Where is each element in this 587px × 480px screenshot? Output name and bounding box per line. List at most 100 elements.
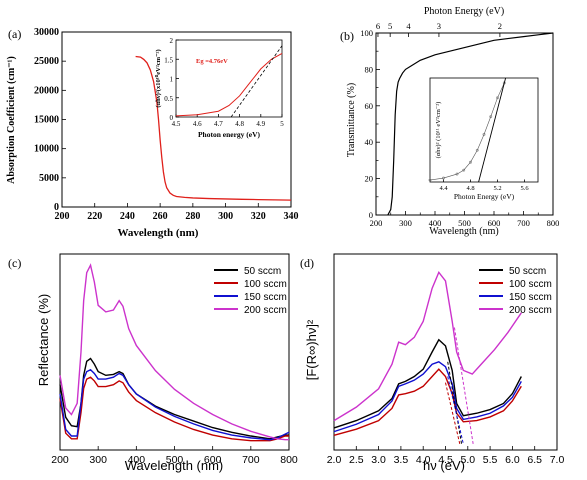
panel-a-inset-xtick-label: 4.5 (172, 120, 181, 128)
panel-d-xtick-label: 3.0 (371, 454, 386, 466)
panel-d-xtick-label: 3.5 (394, 454, 409, 466)
panel-b-top-tick-label: 5 (388, 21, 392, 31)
panel-c-series-line (59, 263, 289, 441)
panel-b-xtick-label: 400 (429, 218, 442, 228)
panel-d-extrapolation-line (447, 376, 464, 444)
panel-b-inset-series (429, 82, 505, 181)
panel-c-xlabel: Wavelength (nm) (125, 458, 224, 473)
panel-d-xtick-label: 4.5 (438, 454, 453, 466)
panel-a-xtick-label: 280 (185, 211, 200, 222)
panel-a-inset-ytick-label: 1 (170, 76, 174, 84)
panel-d-xtick-label: 2.5 (349, 454, 364, 466)
panel-b-inset-point (489, 115, 493, 119)
panel-b-xtick-label: 700 (517, 218, 530, 228)
panel-label-a: (a) (8, 27, 21, 41)
panel-a-ytick-label: 25000 (34, 56, 59, 67)
panel-c-legend-label: 150 sccm (244, 292, 287, 303)
panel-b-inset-point (462, 168, 466, 172)
panel-b-ytick-label: 0 (369, 210, 373, 220)
panel-a-inset-ytick-label: 0 (170, 114, 174, 122)
panel-b-inset-xtick-label: 4.8 (466, 185, 474, 192)
panel-a-ytick-label: 30000 (34, 27, 59, 38)
panel-b-xtick-label: 200 (370, 218, 383, 228)
panel-b-inset-point (496, 96, 499, 100)
panel-a-inset-annotation: Eg =4.76eV (196, 58, 228, 65)
panel-label-d: (d) (300, 256, 314, 270)
panel-c-xtick-label: 300 (89, 454, 107, 466)
panel-c-series-line (59, 368, 290, 441)
panel-a-inset-xtick-label: 4.7 (214, 120, 223, 128)
panel-c-xtick-label: 400 (128, 454, 146, 466)
panel-d-extrapolation-line (453, 327, 474, 444)
panel-a-ytick-label: 0 (54, 202, 59, 213)
panel-b-top-tick-label: 3 (437, 21, 441, 31)
panel-d-xtick-label: 6.0 (505, 454, 520, 466)
panel-b-inset-xtick-label: 4.4 (439, 185, 448, 192)
panel-b-inset-xtick-label: 5.2 (493, 185, 501, 192)
panel-c: (c) Wavelength (nm) Reflectance (%) 200 3… (8, 253, 298, 473)
panel-a-xtick-label: 260 (153, 211, 168, 222)
panel-a-inset-xtick-label: 5 (280, 120, 284, 128)
panel-a-inset-ylabel: (αhν)²(x10¹⁰eV²cm⁻²) (154, 49, 162, 107)
panel-b-ytick-label: 60 (365, 101, 374, 111)
panel-d-xtick-label: 2.0 (327, 454, 342, 466)
panel-b-inset-point (475, 148, 479, 152)
panel-d-series-line (333, 338, 522, 429)
panel-c-xtick-label: 800 (280, 454, 298, 466)
panel-b-inset-point (482, 133, 486, 136)
panel-d-series-line (333, 361, 522, 433)
panel-b-inset-xtick-label: 5.6 (520, 185, 529, 192)
panel-b-top-tick-label: 4 (406, 21, 411, 31)
panel-c-xtick-label: 200 (51, 454, 69, 466)
panel-d-extrapolation-line (445, 382, 461, 444)
panel-a-inset-ytick-label: 1.5 (164, 56, 173, 64)
panel-c-ylabel: Reflectance (%) (36, 294, 51, 386)
panel-a-inset-xtick-label: 4.6 (193, 120, 202, 128)
panel-a-inset-series (175, 53, 283, 117)
panel-c-series-line (59, 357, 289, 440)
panel-b-xtick-label: 600 (488, 218, 501, 228)
panel-b-ylabel: Transmittance (%) (346, 83, 357, 157)
panel-c-xtick-label: 600 (204, 454, 222, 466)
panel-d-xtick-label: 5.5 (483, 454, 498, 466)
panel-d-series-line (333, 271, 522, 422)
panel-a-ylabel: Absorption Coefficient (cm⁻¹) (6, 56, 17, 184)
panel-b-ytick-label: 80 (365, 64, 374, 74)
panel-b-xtick-label: 500 (458, 218, 471, 228)
panel-d-xtick-label: 4.0 (416, 454, 431, 466)
panel-a-xtick-label: 220 (87, 211, 102, 222)
panel-b-ytick-label: 20 (365, 174, 374, 184)
panel-b-inset-ylabel: (αhν)² (10¹¹ eV²cm⁻²) (435, 102, 442, 159)
panel-a-ytick-label: 20000 (34, 85, 59, 96)
panel-a-xtick-label: 200 (55, 211, 70, 222)
panel-a-ytick-label: 5000 (39, 173, 59, 184)
panel-b-inset-point (455, 172, 459, 176)
panel-b: (b) Photon Energy (eV) Wavelength (nm) T… (340, 6, 559, 237)
panel-d-xlabel: hν (eV) (423, 458, 465, 473)
panel-b-top-axis-label: Photon Energy (eV) (424, 6, 504, 17)
panel-a-xtick-label: 300 (218, 211, 233, 222)
panel-b-top-tick-label: 2 (498, 21, 502, 31)
panel-a-inset-xtick-label: 4.9 (256, 120, 265, 128)
panel-b-ytick-label: 40 (365, 137, 374, 147)
panel-label-c: (c) (8, 256, 21, 270)
panel-a-inset-xlabel: Photon energy (eV) (198, 130, 261, 139)
panel-a-series-line (135, 55, 292, 201)
panel-label-b: (b) (340, 29, 354, 43)
panel-d-series-line (333, 368, 522, 436)
panel-a-ytick-label: 10000 (34, 144, 59, 155)
panel-d-legend-label: 200 sccm (509, 305, 552, 316)
panel-b-xtick-label: 300 (399, 218, 412, 228)
panel-d-xtick-label: 7.0 (550, 454, 565, 466)
panel-c-xtick-label: 700 (242, 454, 260, 466)
panel-b-inset-point (469, 160, 472, 164)
panel-a-inset-xtick-label: 4.8 (235, 120, 244, 128)
panel-b-inset-fit-line (478, 77, 507, 183)
panel-a-xlabel: Wavelength (nm) (118, 227, 199, 239)
panel-d-legend-label: 150 sccm (509, 292, 552, 303)
panel-d: (d) hν (eV) [F(R∞)hν]² 2.0 2.5 3.0 3.5 4.0 4.… (300, 253, 565, 473)
panel-a-inset-ytick-label: 2 (170, 37, 174, 45)
panel-a-xtick-label: 320 (251, 211, 266, 222)
panel-c-series-line (59, 376, 289, 442)
